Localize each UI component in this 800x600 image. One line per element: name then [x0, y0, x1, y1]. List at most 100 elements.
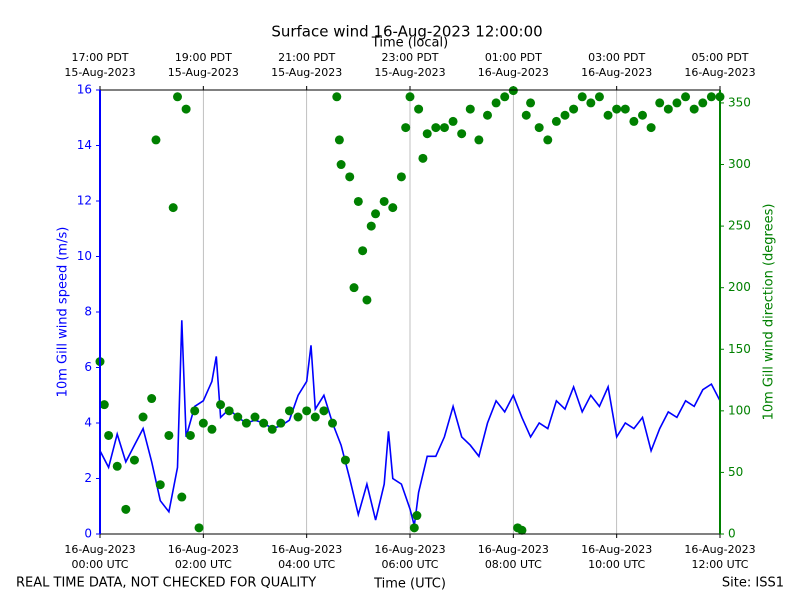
direction-point — [491, 98, 501, 108]
direction-point — [560, 110, 570, 120]
direction-point — [465, 104, 475, 114]
direction-point — [412, 511, 422, 521]
direction-point — [349, 283, 359, 293]
direction-point — [612, 104, 622, 114]
direction-point — [594, 92, 604, 102]
x-tick-label: 16-Aug-2023 — [374, 543, 445, 556]
x-tick-label: 08:00 UTC — [485, 558, 542, 571]
y2-tick-label: 250 — [728, 219, 751, 233]
direction-point — [577, 92, 587, 102]
y-tick-label: 4 — [84, 416, 92, 430]
x-tick-label: 16-Aug-2023 — [684, 543, 755, 556]
direction-point — [689, 104, 699, 114]
direction-point — [259, 418, 269, 428]
direction-point — [112, 461, 122, 471]
x2-tick-label: 16-Aug-2023 — [478, 66, 549, 79]
direction-point — [198, 418, 208, 428]
direction-point — [638, 110, 647, 120]
direction-point — [358, 246, 368, 256]
direction-point — [241, 418, 251, 428]
direction-point — [521, 110, 531, 120]
direction-point — [216, 400, 226, 410]
y-tick-label: 0 — [84, 527, 92, 541]
direction-point — [414, 104, 424, 114]
direction-point — [334, 135, 344, 145]
direction-point — [284, 406, 294, 416]
y-tick-label: 14 — [77, 138, 92, 152]
direction-point — [250, 412, 260, 422]
x-axis-title: Time (UTC) — [373, 577, 446, 592]
direction-point — [362, 295, 372, 305]
y2-axis-title: 10m Gill wind direction (degrees) — [762, 204, 777, 421]
x2-tick-label: 15-Aug-2023 — [168, 66, 239, 79]
direction-point — [168, 203, 178, 213]
direction-point — [353, 196, 363, 206]
x2-tick-label: 03:00 PDT — [588, 51, 645, 64]
direction-point — [328, 418, 337, 428]
direction-point — [418, 153, 428, 163]
direction-point — [448, 116, 458, 126]
x-tick-label: 04:00 UTC — [278, 558, 335, 571]
direction-point — [207, 424, 217, 434]
site-label: Site: ISS1 — [722, 576, 784, 591]
footnote: REAL TIME DATA, NOT CHECKED FOR QUALITY — [16, 576, 316, 591]
direction-point — [500, 92, 510, 102]
x2-tick-label: 17:00 PDT — [71, 51, 128, 64]
y2-tick-label: 100 — [728, 403, 751, 417]
y2-tick-label: 300 — [728, 157, 751, 171]
direction-point — [422, 129, 432, 139]
x2-tick-label: 15-Aug-2023 — [64, 66, 135, 79]
x-tick-label: 00:00 UTC — [71, 558, 128, 571]
direction-point — [379, 196, 389, 206]
direction-point — [672, 98, 682, 108]
x2-tick-label: 23:00 PDT — [381, 51, 438, 64]
direction-point — [517, 525, 527, 535]
x-tick-label: 16-Aug-2023 — [581, 543, 652, 556]
direction-point — [173, 92, 182, 102]
direction-point — [319, 406, 329, 416]
y-tick-label: 16 — [77, 83, 92, 97]
direction-point — [194, 523, 204, 533]
direction-point — [371, 209, 381, 219]
x2-tick-label: 01:00 PDT — [485, 51, 542, 64]
x2-tick-label: 19:00 PDT — [175, 51, 232, 64]
direction-point — [336, 160, 346, 170]
x2-axis-title: Time (local) — [371, 36, 448, 51]
x-tick-label: 16-Aug-2023 — [478, 543, 549, 556]
direction-point — [401, 123, 411, 133]
direction-point — [603, 110, 613, 120]
x-tick-label: 06:00 UTC — [381, 558, 438, 571]
chart-title: Surface wind 16-Aug-2023 12:00:00 — [271, 23, 542, 41]
y-tick-label: 10 — [77, 249, 92, 263]
x2-tick-label: 21:00 PDT — [278, 51, 335, 64]
x2-tick-label: 15-Aug-2023 — [374, 66, 445, 79]
direction-point — [185, 430, 195, 440]
direction-point — [534, 123, 544, 133]
direction-point — [267, 424, 277, 434]
direction-point — [332, 92, 342, 102]
direction-point — [177, 492, 187, 502]
x-tick-label: 02:00 UTC — [175, 558, 232, 571]
direction-point — [543, 135, 553, 145]
y-tick-label: 12 — [77, 194, 92, 208]
direction-point — [439, 123, 449, 133]
direction-point — [233, 412, 243, 422]
direction-point — [457, 129, 467, 139]
y2-tick-label: 150 — [728, 342, 751, 356]
y-tick-label: 2 — [84, 471, 92, 485]
direction-point — [409, 523, 419, 533]
direction-point — [586, 98, 596, 108]
x-tick-label: 10:00 UTC — [588, 558, 645, 571]
y2-tick-label: 50 — [728, 465, 743, 479]
direction-point — [569, 104, 579, 114]
y2-tick-label: 200 — [728, 280, 751, 294]
direction-point — [405, 92, 415, 102]
direction-point — [99, 400, 109, 410]
direction-point — [508, 86, 518, 96]
direction-point — [629, 116, 639, 126]
direction-point — [646, 123, 656, 133]
direction-point — [121, 504, 131, 514]
x-tick-label: 12:00 UTC — [691, 558, 748, 571]
y-tick-label: 6 — [84, 360, 92, 374]
